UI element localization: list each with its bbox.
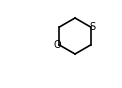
Text: S: S [90,22,96,32]
Text: O: O [54,40,61,50]
